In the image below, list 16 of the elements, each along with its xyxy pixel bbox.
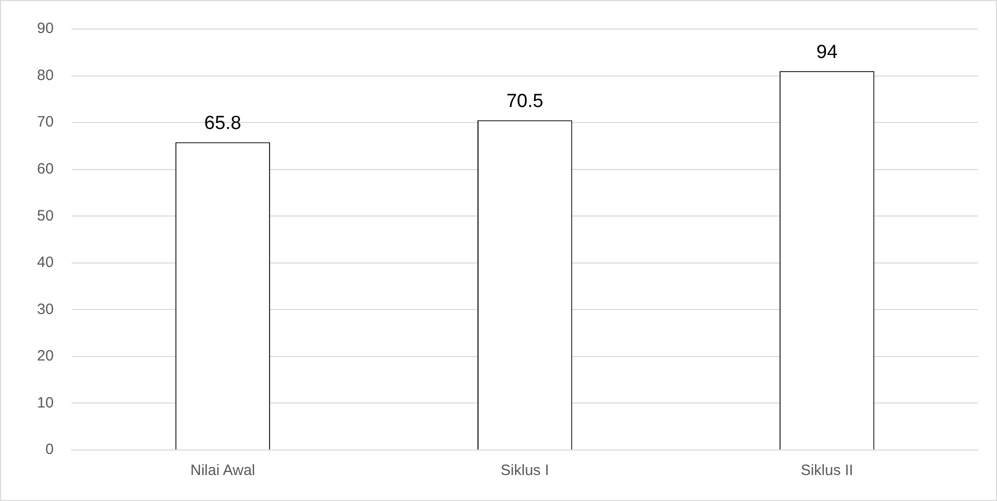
x-tick-label: Nilai Awal — [190, 462, 256, 480]
y-tick-label: 70 — [36, 114, 54, 131]
y-tick-label: 0 — [45, 441, 54, 458]
data-label: 70.5 — [506, 90, 544, 112]
y-tick-label: 30 — [36, 300, 54, 318]
y-tick-label: 80 — [36, 66, 54, 84]
y-tick-label: 40 — [36, 254, 54, 272]
x-tick-label: Siklus II — [800, 462, 854, 480]
annotation: 94 — [816, 42, 838, 63]
y-tick-label: 10 — [36, 394, 54, 412]
data-label: 65.8 — [204, 112, 242, 134]
y-tick-label: 60 — [36, 160, 54, 178]
y-tick-label: 50 — [36, 207, 54, 224]
y-tick-label: 90 — [36, 20, 54, 38]
x-tick-label: Siklus I — [500, 462, 550, 480]
y-tick-label: 20 — [36, 348, 54, 365]
